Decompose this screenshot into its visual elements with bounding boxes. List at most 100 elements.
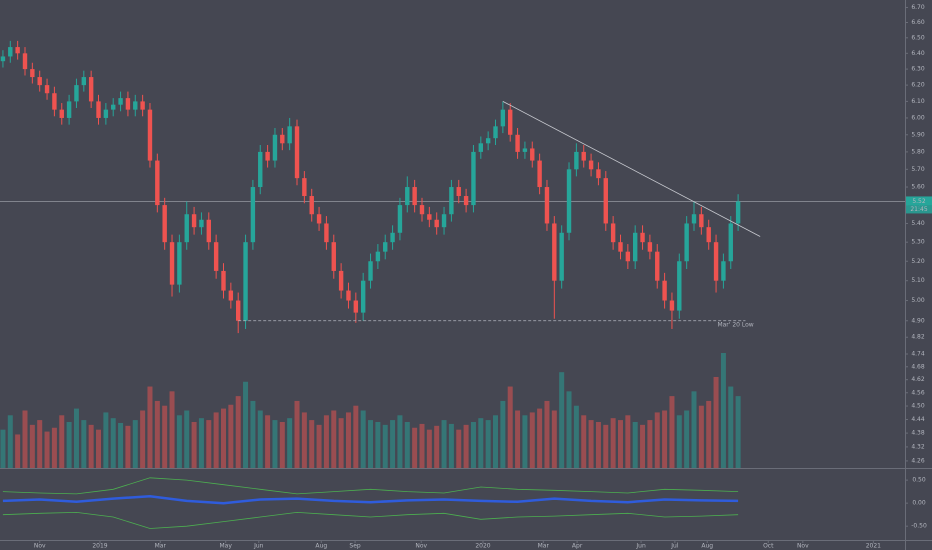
candle-body bbox=[30, 69, 35, 78]
volume-bar bbox=[66, 422, 72, 468]
candle-body bbox=[0, 56, 6, 62]
y-tick-label: 4.68 bbox=[911, 363, 925, 370]
candle-body bbox=[728, 223, 733, 262]
y-tick-label: 5.20 bbox=[911, 258, 925, 265]
candle-body bbox=[735, 201, 741, 224]
indicator-tick-label: 0.50 bbox=[912, 477, 926, 484]
volume-bar bbox=[507, 386, 513, 468]
volume-bar bbox=[338, 418, 344, 468]
candle-body bbox=[471, 151, 476, 206]
candle-body bbox=[419, 205, 425, 215]
volume-bar bbox=[640, 424, 646, 468]
volume-bar bbox=[478, 418, 484, 468]
candle-body bbox=[500, 109, 506, 127]
y-tick-label: 4.56 bbox=[911, 389, 925, 396]
candle-body bbox=[213, 242, 219, 271]
y-tick-label: 6.10 bbox=[911, 98, 925, 105]
volume-bar bbox=[345, 412, 351, 468]
candle-body bbox=[441, 214, 447, 228]
y-tick-label: 4.38 bbox=[911, 430, 925, 437]
volume-bar bbox=[353, 405, 359, 468]
x-tick-label: Nov bbox=[34, 543, 46, 550]
candle-body bbox=[647, 242, 653, 252]
y-tick-label: 5.60 bbox=[911, 184, 925, 191]
y-tick-label: 5.80 bbox=[911, 148, 925, 155]
volume-bar bbox=[684, 410, 690, 468]
candle-body bbox=[412, 187, 417, 206]
volume-bar bbox=[463, 424, 469, 468]
y-tick-label: 6.40 bbox=[911, 50, 925, 57]
candle-body bbox=[331, 242, 336, 271]
volume-bar bbox=[537, 408, 543, 468]
trendline bbox=[502, 101, 761, 237]
volume-bar bbox=[110, 418, 116, 468]
volume-bar bbox=[728, 386, 734, 468]
volume-bar bbox=[287, 418, 293, 468]
candle-body bbox=[250, 187, 256, 243]
candle-body bbox=[177, 242, 182, 285]
volume-bar bbox=[309, 420, 315, 468]
y-tick-label: 4.26 bbox=[911, 457, 925, 464]
x-tick-label: May bbox=[219, 543, 232, 550]
candle-body bbox=[111, 104, 116, 110]
volume-bar bbox=[73, 408, 79, 468]
candle-body bbox=[287, 126, 292, 144]
candle-body bbox=[228, 290, 234, 301]
candle-body bbox=[309, 196, 314, 215]
x-tick-label: Mar bbox=[538, 543, 550, 550]
candle-body bbox=[655, 251, 660, 281]
volume-bar bbox=[132, 420, 138, 468]
candle-body bbox=[66, 101, 72, 118]
candle-body bbox=[684, 223, 689, 262]
candle-body bbox=[559, 232, 564, 281]
volume-bar bbox=[375, 422, 381, 468]
volume-bar bbox=[485, 420, 491, 468]
candle-body bbox=[44, 85, 50, 94]
volume-bar bbox=[522, 415, 528, 468]
candle-body bbox=[88, 77, 94, 102]
candle-body bbox=[581, 151, 586, 161]
y-tick-label: 4.62 bbox=[911, 376, 925, 383]
candle-body bbox=[405, 187, 410, 206]
volume-bar bbox=[529, 412, 535, 468]
candle-body bbox=[316, 214, 322, 224]
volume-bar bbox=[625, 415, 631, 468]
volume-bar bbox=[206, 420, 212, 468]
x-tick-label: Aug bbox=[315, 543, 327, 550]
candle-body bbox=[632, 232, 638, 262]
y-tick-label: 6.70 bbox=[911, 4, 925, 11]
x-tick-label: 2019 bbox=[92, 543, 107, 550]
candle-body bbox=[280, 134, 285, 144]
volume-bar bbox=[147, 386, 153, 468]
volume-bar bbox=[669, 396, 675, 468]
volume-bar bbox=[390, 420, 396, 468]
candle-body bbox=[243, 242, 248, 321]
candle-body bbox=[169, 242, 175, 285]
volume-bar bbox=[125, 425, 131, 468]
candle-body bbox=[397, 205, 403, 233]
x-tick-label: Jul bbox=[670, 543, 679, 550]
volume-bar bbox=[662, 410, 668, 468]
volume-bar bbox=[22, 410, 28, 468]
x-tick-label: 2020 bbox=[475, 543, 490, 550]
volume-bar bbox=[265, 415, 271, 468]
x-tick-label: Oct bbox=[763, 543, 774, 550]
candle-body bbox=[537, 160, 542, 188]
volume-bar bbox=[654, 412, 660, 468]
volume-bar bbox=[551, 410, 557, 468]
x-tick-label: Sep bbox=[349, 543, 361, 550]
y-tick-label: 6.60 bbox=[911, 19, 925, 26]
volume-bar bbox=[515, 410, 521, 468]
volume-bar bbox=[294, 400, 300, 468]
candle-body bbox=[375, 251, 381, 262]
volume-bar bbox=[456, 429, 462, 468]
candle-body bbox=[353, 300, 359, 313]
candle-body bbox=[272, 134, 278, 161]
volume-bar bbox=[559, 372, 565, 468]
candle-body bbox=[125, 98, 131, 110]
volume-bar bbox=[331, 410, 337, 468]
candle-body bbox=[544, 187, 550, 224]
volume-bar bbox=[595, 422, 601, 468]
candle-body bbox=[184, 214, 189, 243]
